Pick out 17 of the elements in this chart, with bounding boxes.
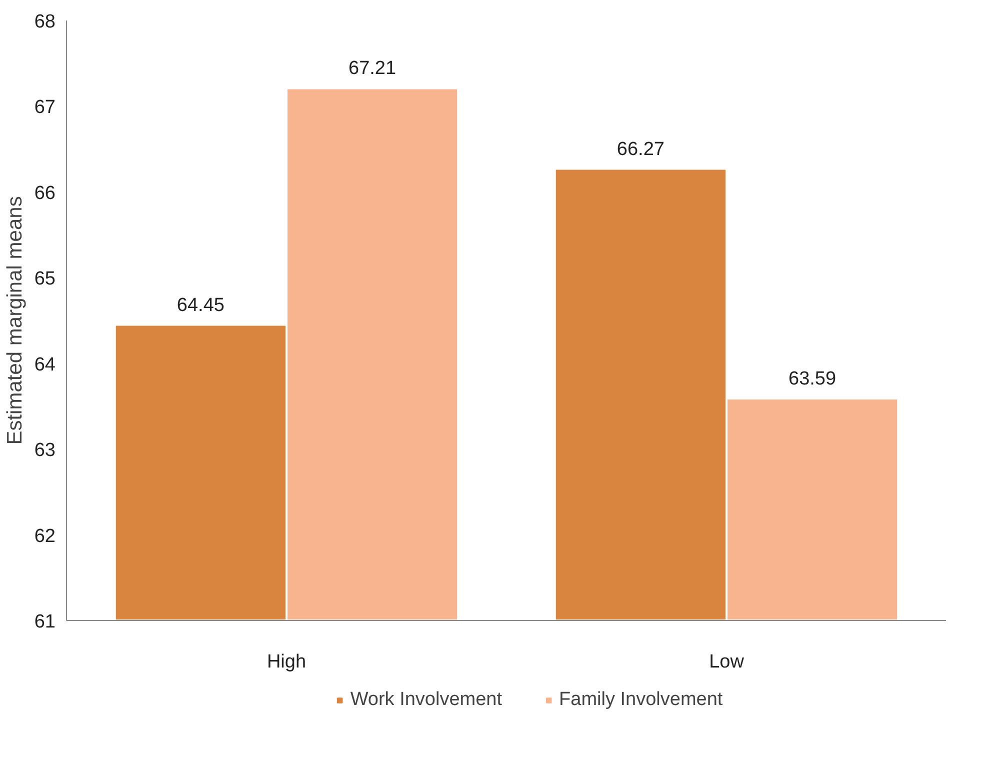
x-tick-label: Low (709, 652, 744, 672)
data-label: 66.27 (616, 138, 664, 160)
y-axis-title: Estimated marginal means (3, 196, 26, 445)
y-tick-label: 68 (34, 12, 56, 32)
y-tick-label: 61 (34, 612, 56, 632)
data-label: 64.45 (176, 294, 224, 316)
y-tick-label: 65 (34, 268, 56, 290)
x-tick-label: High (266, 652, 306, 672)
y-tick-label: 64 (34, 354, 56, 376)
y-tick-label: 62 (34, 526, 56, 547)
legend-label: Family Involvement (559, 689, 723, 711)
legend-label: Work Involvement (350, 689, 502, 711)
data-label: 63.59 (788, 368, 836, 390)
data-label: 67.21 (348, 58, 396, 80)
y-tick-label: 63 (34, 440, 56, 462)
y-tick-label: 67 (34, 97, 56, 118)
y-tick-label: 66 (34, 182, 56, 204)
